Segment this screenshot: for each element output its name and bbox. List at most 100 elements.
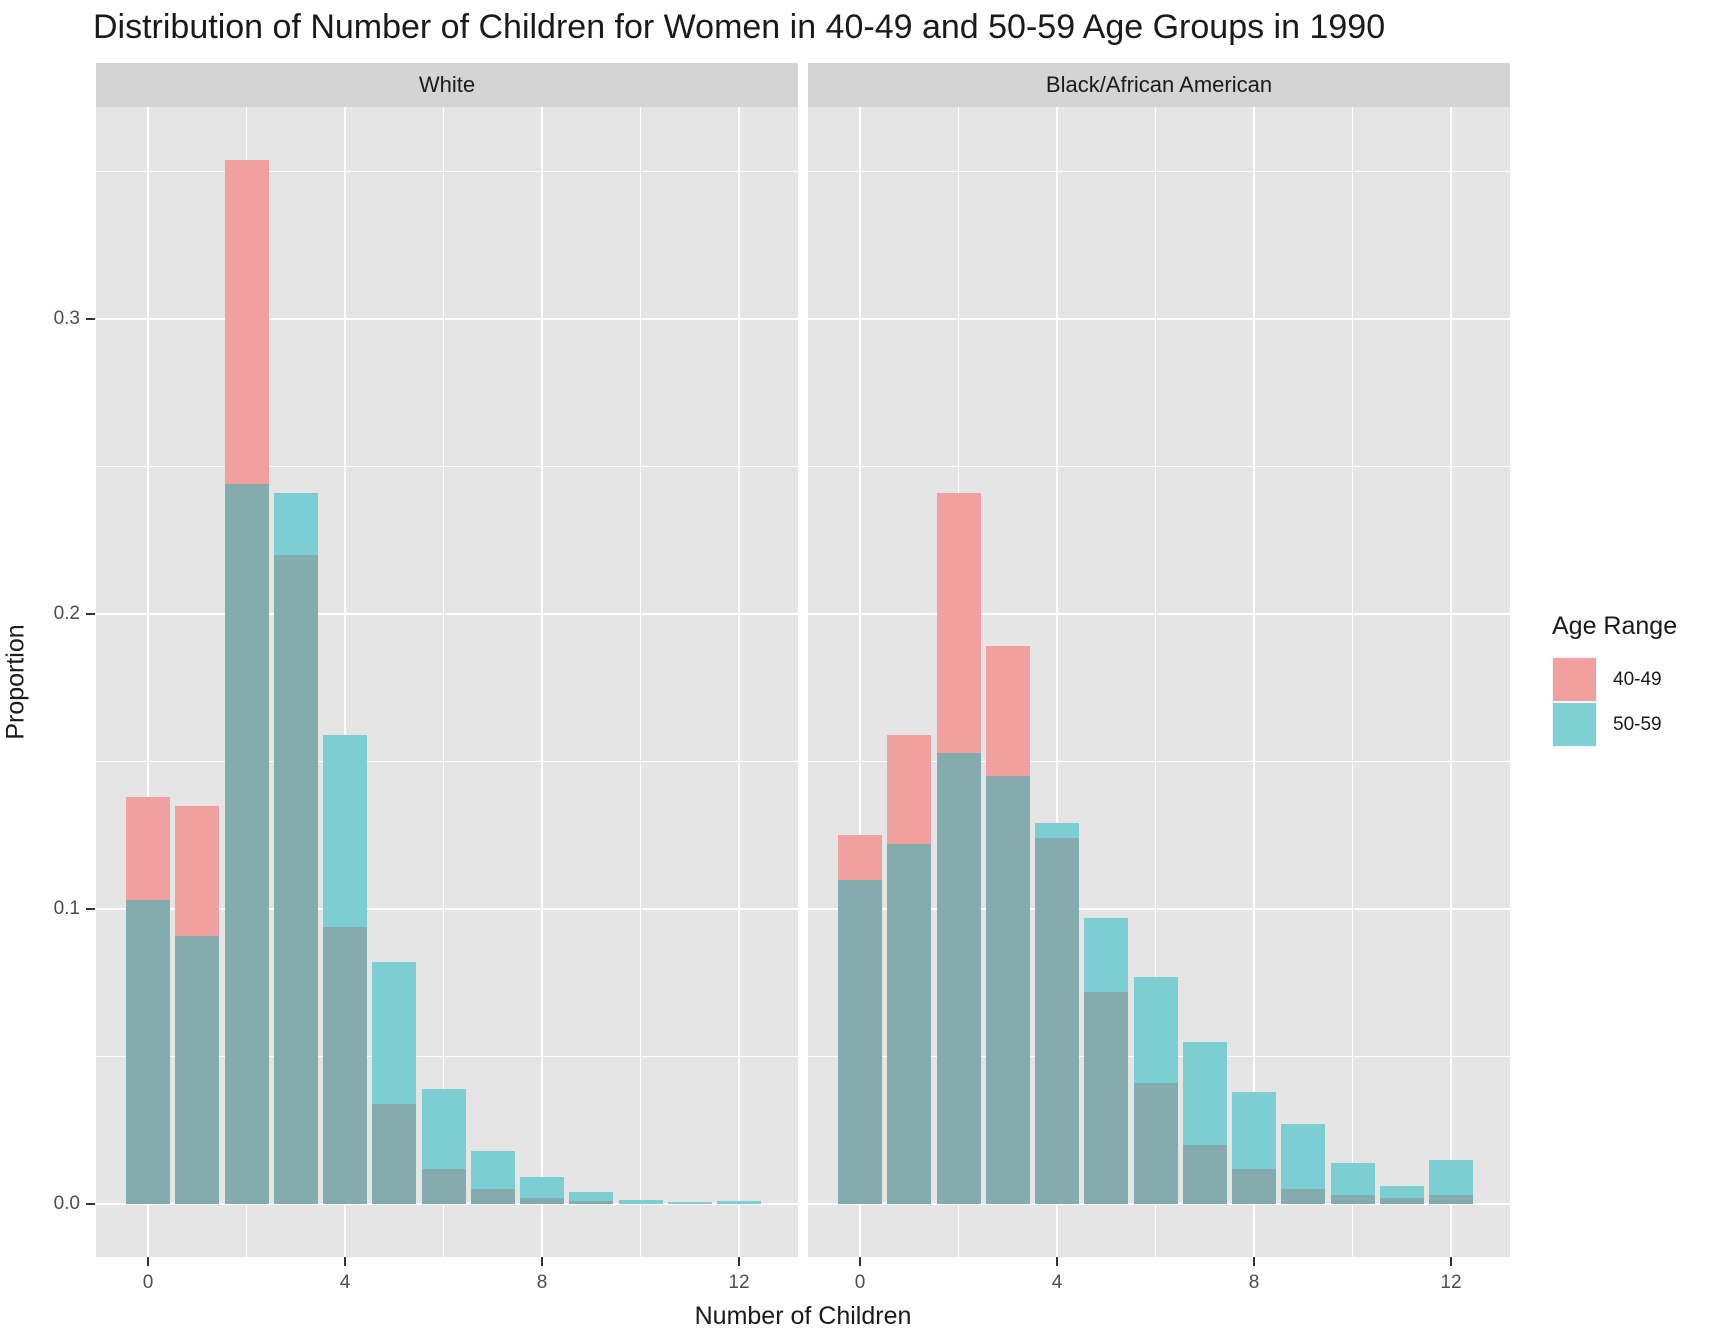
gridline-major-v (859, 107, 861, 1257)
gridline-minor-h (96, 1056, 798, 1057)
bar-overlap-black-african-american-12 (1429, 1195, 1473, 1204)
gridline-major-v (1056, 107, 1058, 1257)
bar-overlap-white-8 (520, 1198, 564, 1204)
bar-overlap-black-african-american-8 (1232, 1168, 1276, 1204)
legend-label: 50-59 (1613, 713, 1662, 735)
gridline-major-v (1450, 107, 1452, 1257)
x-tick-mark (541, 1257, 543, 1266)
bar-50-59-7 (1182, 1041, 1227, 1145)
x-tick-label: 12 (728, 1272, 750, 1293)
gridline-major-v (1253, 107, 1255, 1257)
gridline-major-h (96, 613, 798, 615)
y-tick-mark (86, 318, 95, 320)
facet-strip-label: White (418, 72, 476, 97)
y-tick-label: 0.2 (53, 603, 80, 624)
gridline-minor-h (808, 466, 1510, 467)
y-tick-label: 0.3 (53, 308, 80, 329)
gridline-minor-v (1155, 107, 1156, 1257)
bar-40-49-1 (175, 805, 220, 936)
legend: Age Range 40-49 50-59 (1552, 612, 1677, 747)
bar-50-59-5 (1084, 917, 1129, 992)
bar-50-59-4 (323, 734, 367, 927)
bar-50-59-5 (372, 962, 417, 1104)
x-tick-label: 0 (854, 1272, 866, 1293)
y-tick-mark (86, 1203, 95, 1205)
bar-overlap-black-african-american-1 (887, 844, 932, 1204)
bar-overlap-white-2 (224, 484, 269, 1204)
gridline-major-h (808, 318, 1510, 320)
legend-swatch-40-49 (1553, 658, 1596, 701)
legend-key (1552, 702, 1597, 747)
legend-swatch-50-59 (1553, 703, 1596, 746)
facet-strip-black: Black/African American (808, 63, 1510, 107)
bar-50-59-7 (470, 1150, 515, 1190)
plot-panel-white (96, 107, 798, 1257)
bar-50-59-6 (421, 1088, 466, 1169)
x-tick-mark (738, 1257, 740, 1266)
x-tick-mark (859, 1257, 861, 1266)
gridline-major-v (541, 107, 543, 1257)
bar-overlap-white-9 (569, 1201, 614, 1204)
bar-50-59-11 (1379, 1186, 1424, 1199)
x-tick-mark (1450, 1257, 1452, 1266)
y-tick-mark (86, 613, 95, 615)
bar-50-59-9 (1281, 1124, 1326, 1190)
bar-50-59-6 (1133, 976, 1178, 1084)
plot-panel-black (808, 107, 1510, 1257)
bar-overlap-black-african-american-11 (1379, 1198, 1424, 1204)
gridline-major-h (96, 318, 798, 320)
bar-50-59-8 (520, 1177, 564, 1199)
bar-50-59-10 (618, 1199, 663, 1204)
bar-overlap-white-5 (372, 1103, 417, 1204)
gridline-major-h (808, 1203, 1510, 1205)
bar-50-59-10 (1330, 1162, 1375, 1196)
y-tick-label: 0.1 (53, 898, 80, 919)
gridline-major-v (147, 107, 149, 1257)
bar-overlap-white-4 (323, 926, 367, 1204)
bar-50-59-3 (273, 493, 318, 555)
chart-title: Distribution of Number of Children for W… (93, 8, 1386, 46)
bar-40-49-0 (838, 835, 882, 880)
legend-key (1552, 657, 1597, 702)
gridline-minor-v (640, 107, 641, 1257)
x-tick-label: 8 (536, 1272, 548, 1293)
gridline-minor-h (96, 466, 798, 467)
legend-label: 40-49 (1613, 668, 1662, 690)
bar-50-59-12 (717, 1201, 761, 1204)
y-tick-label: 0.0 (53, 1193, 80, 1214)
gridline-minor-h (96, 171, 798, 172)
bar-40-49-0 (126, 796, 170, 901)
facet-strip-white: White (96, 63, 798, 107)
gridline-major-h (96, 1203, 798, 1205)
gridline-major-h (808, 613, 1510, 615)
x-tick-mark (1253, 1257, 1255, 1266)
bar-overlap-black-african-american-9 (1281, 1189, 1326, 1204)
bar-overlap-white-1 (175, 935, 220, 1204)
bar-overlap-white-3 (273, 555, 318, 1204)
gridline-minor-h (808, 761, 1510, 762)
legend-entries: 40-49 50-59 (1552, 657, 1677, 747)
gridline-major-v (738, 107, 740, 1257)
bar-50-59-8 (1232, 1091, 1276, 1169)
bar-overlap-white-0 (126, 900, 170, 1204)
bar-40-49-3 (985, 646, 1030, 777)
y-tick-mark (86, 908, 95, 910)
bar-overlap-black-african-american-0 (838, 879, 882, 1204)
bar-overlap-white-6 (421, 1168, 466, 1204)
bar-40-49-2 (224, 159, 269, 485)
bar-overlap-black-african-american-2 (936, 752, 981, 1204)
x-tick-label: 4 (1051, 1272, 1063, 1293)
bar-overlap-black-african-american-6 (1133, 1083, 1178, 1204)
x-tick-mark (1056, 1257, 1058, 1266)
bar-40-49-2 (936, 493, 981, 753)
facet-strip-label: Black/African American (1045, 72, 1273, 97)
bar-overlap-white-7 (470, 1189, 515, 1204)
bar-40-49-1 (887, 734, 932, 845)
bar-overlap-black-african-american-4 (1035, 838, 1079, 1204)
gridline-major-v (344, 107, 346, 1257)
bar-overlap-black-african-american-3 (985, 776, 1030, 1204)
bar-overlap-black-african-american-7 (1182, 1145, 1227, 1204)
legend-title: Age Range (1552, 612, 1678, 640)
gridline-minor-v (1352, 107, 1353, 1257)
